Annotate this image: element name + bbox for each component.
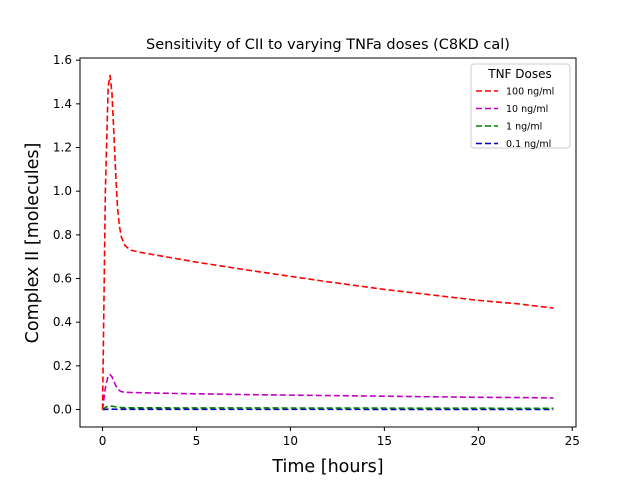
legend-title: TNF Doses — [487, 67, 552, 81]
plot-frame — [79, 57, 577, 428]
y-tick-label: 0.0 — [53, 403, 72, 417]
legend-entries: 100 ng/ml 10 ng/ml 1 ng/ml 0.1 ng/ml — [476, 87, 554, 150]
y-tick-label: 0.4 — [53, 315, 72, 329]
y-axis-ticks: 0.0 0.2 0.4 0.6 0.8 1.0 1.2 1.4 1.6 — [53, 53, 80, 417]
chart-title: Sensitivity of CII to varying TNFa doses… — [146, 37, 510, 53]
x-axis-ticks: 0 5 10 15 20 25 — [99, 427, 580, 448]
y-tick-label: 0.8 — [53, 228, 72, 242]
y-tick-label: 1.6 — [53, 53, 72, 67]
x-tick-label: 0 — [99, 434, 107, 448]
x-tick-label: 15 — [377, 434, 392, 448]
x-tick-label: 10 — [283, 434, 298, 448]
plot-area — [101, 74, 554, 411]
x-tick-label: 25 — [565, 434, 580, 448]
y-tick-label: 1.2 — [53, 141, 72, 155]
legend-label: 10 ng/ml — [506, 104, 548, 115]
x-tick-label: 5 — [193, 434, 201, 448]
legend-label: 100 ng/ml — [506, 87, 554, 98]
y-axis-label: Complex II [molecules] — [23, 143, 43, 344]
legend-label: 1 ng/ml — [506, 122, 542, 133]
legend: TNF Doses 100 ng/ml 10 ng/ml 1 ng/ml 0.1 ng… — [470, 63, 571, 150]
legend-box — [470, 63, 571, 149]
legend-label: 0.1 ng/ml — [506, 139, 551, 150]
y-tick-label: 1.4 — [53, 97, 72, 111]
y-tick-label: 0.6 — [53, 272, 72, 286]
x-tick-label: 20 — [471, 434, 486, 448]
x-axis-label: Time [hours] — [271, 457, 383, 477]
series-line-1 — [101, 373, 554, 410]
series-line-0 — [101, 74, 554, 410]
y-tick-label: 1.0 — [53, 184, 72, 198]
series-line-2 — [102, 405, 554, 411]
y-tick-label: 0.2 — [53, 359, 72, 373]
